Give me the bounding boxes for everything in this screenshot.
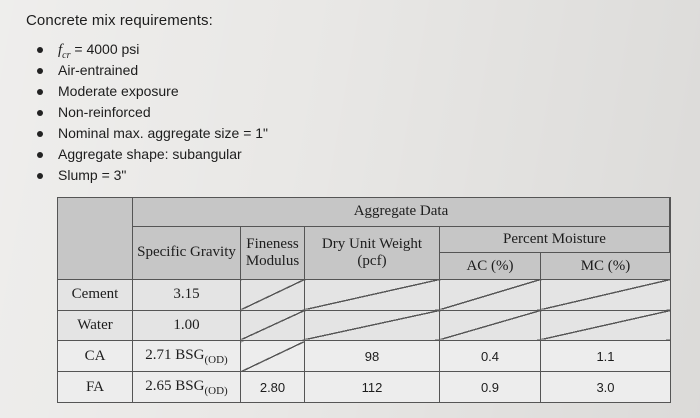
- cell-cement-mc-na: [540, 278, 671, 311]
- header-ac: AC (%): [439, 252, 541, 280]
- cell-ca-sg-sub: (OD): [204, 353, 228, 366]
- header-pm-spacer: [669, 225, 671, 254]
- requirement-strength: fcr = 4000 psi: [36, 39, 268, 61]
- header-fineness-line1: Fineness: [246, 235, 299, 252]
- requirement-aggregate-size: Nominal max. aggregate size = 1": [36, 123, 268, 144]
- cell-cement-sg: 3.15: [132, 278, 241, 311]
- cell-fa-duw: 112: [304, 371, 440, 403]
- cell-water-ac-na: [439, 309, 541, 342]
- fcr-f: f: [58, 42, 63, 58]
- cell-fa-ac: 0.9: [439, 371, 541, 403]
- header-mc: MC (%): [540, 252, 671, 280]
- requirement-exposure: Moderate exposure: [36, 81, 268, 102]
- header-title-spacer: [669, 197, 671, 227]
- fcr-subscript: cr: [62, 50, 71, 61]
- requirements-list: fcr = 4000 psi Air-entrained Moderate ex…: [36, 39, 268, 186]
- table-row-fa: FA 2.65 BSG(OD) 2.80 112 0.9 3.0: [57, 371, 671, 403]
- aggregate-data-table: Aggregate Data Specific Gravity Fineness…: [57, 197, 671, 403]
- requirement-slump: Slump = 3": [36, 165, 268, 186]
- aggregate-data-table-wrap: Aggregate Data Specific Gravity Fineness…: [57, 197, 671, 403]
- requirement-aggregate-shape: Aggregate shape: subangular: [36, 144, 268, 165]
- header-blank-cell: [57, 197, 133, 280]
- header-dry-unit-weight: Dry Unit Weight (pcf): [304, 225, 440, 280]
- cell-ca-fm-na: [240, 340, 305, 373]
- cell-fa-sg-sub: (OD): [204, 384, 228, 397]
- cell-ca-sg-value: 2.71 BSG: [145, 346, 205, 363]
- cell-water-mc-na: [540, 309, 671, 342]
- cell-water-fm-na: [240, 309, 305, 342]
- cell-fa-fm: 2.80: [240, 371, 305, 403]
- row-label-fa: FA: [57, 371, 133, 403]
- fcr-symbol: fcr: [58, 42, 71, 61]
- page-heading: Concrete mix requirements:: [26, 12, 213, 29]
- requirement-reinforcement: Non-reinforced: [36, 102, 268, 123]
- cell-cement-fm-na: [240, 278, 305, 311]
- row-label-cement: Cement: [57, 278, 133, 311]
- cell-ca-mc: 1.1: [540, 340, 671, 373]
- requirement-air: Air-entrained: [36, 60, 268, 81]
- header-fineness-modulus: Fineness Modulus: [240, 225, 305, 280]
- cell-fa-mc: 3.0: [540, 371, 671, 403]
- table-row-cement: Cement 3.15: [57, 278, 671, 311]
- header-fineness-line2: Modulus: [245, 252, 300, 269]
- cell-water-sg: 1.00: [132, 309, 241, 342]
- cell-fa-sg: 2.65 BSG(OD): [132, 371, 241, 403]
- table-row-water: Water 1.00: [57, 309, 671, 342]
- requirement-strength-text: = 4000 psi: [70, 41, 140, 57]
- header-percent-moisture: Percent Moisture: [439, 225, 670, 254]
- row-label-ca: CA: [57, 340, 133, 373]
- cell-ca-ac: 0.4: [439, 340, 541, 373]
- cell-cement-duw-na: [304, 278, 440, 311]
- table-row-ca: CA 2.71 BSG(OD) 98 0.4 1.1: [57, 340, 671, 373]
- header-duw-line2: (pcf): [357, 252, 387, 269]
- cell-fa-sg-value: 2.65 BSG: [145, 377, 205, 394]
- table-title: Aggregate Data: [132, 197, 670, 227]
- cell-ca-duw: 98: [304, 340, 440, 373]
- cell-water-duw-na: [304, 309, 440, 342]
- header-specific-gravity: Specific Gravity: [132, 225, 241, 280]
- row-label-water: Water: [57, 309, 133, 342]
- cell-cement-ac-na: [439, 278, 541, 311]
- header-duw-line1: Dry Unit Weight: [321, 235, 423, 252]
- cell-ca-sg: 2.71 BSG(OD): [132, 340, 241, 373]
